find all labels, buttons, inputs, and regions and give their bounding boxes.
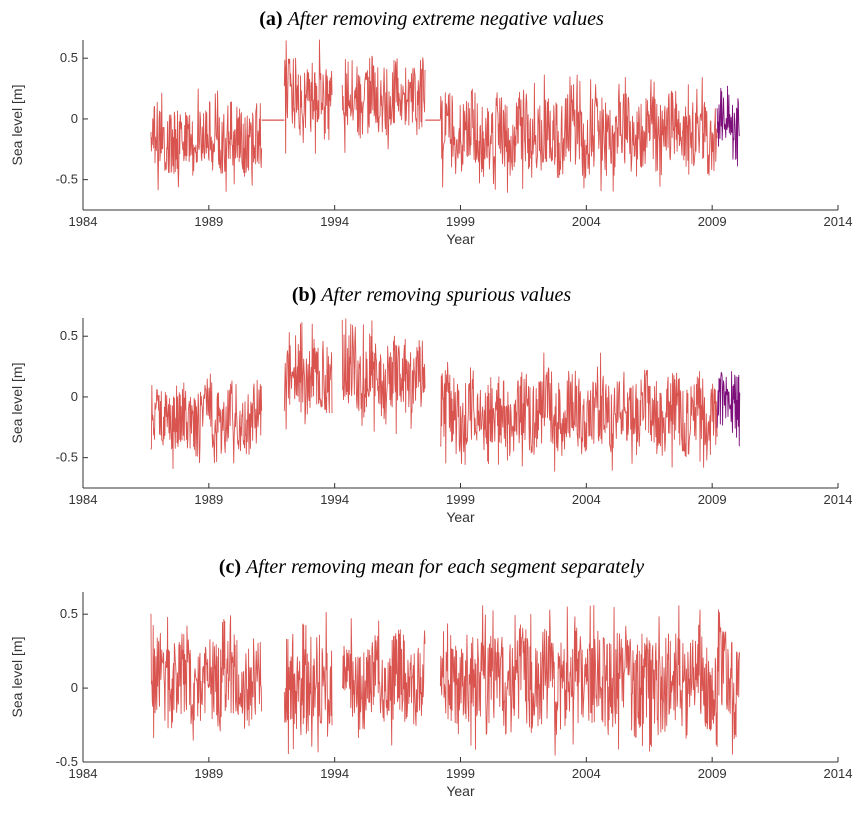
x-tick-label: 1994 <box>320 214 349 229</box>
y-tick-label: 0 <box>71 389 78 404</box>
x-tick-label: 2009 <box>698 492 727 507</box>
series-segment-2 <box>283 322 333 430</box>
x-tick-label: 1989 <box>194 766 223 781</box>
panel-a-tag: (a) <box>259 8 283 30</box>
x-tick-label: 1984 <box>69 214 98 229</box>
panel-a: (a) After removing extreme negative valu… <box>0 0 863 272</box>
x-tick-label: 1999 <box>446 492 475 507</box>
series-segment-1 <box>150 373 263 469</box>
x-tick-label: 2014 <box>824 214 853 229</box>
panel-b: (b) After removing spurious values 1984 1… <box>0 272 863 544</box>
y-tick-label: 0 <box>71 680 78 695</box>
x-tick-label: 2004 <box>572 492 601 507</box>
series-segment-2 <box>283 611 333 755</box>
y-tick-label: -0.5 <box>56 754 78 769</box>
panel-c-title-text: After removing mean for each segment sep… <box>246 556 645 578</box>
x-tick-label: 1999 <box>446 214 475 229</box>
y-tick-label: 0.5 <box>60 328 78 343</box>
panel-c: (c) After removing mean for each segment… <box>0 544 863 816</box>
x-tick-label: 2004 <box>572 214 601 229</box>
series-segment-1 <box>150 613 263 741</box>
y-axis-label: Sea level [m] <box>9 637 25 718</box>
x-tick-label: 2014 <box>824 766 853 781</box>
x-tick-label: 2014 <box>824 492 853 507</box>
y-tick-label: -0.5 <box>56 172 78 187</box>
x-axis-label: Year <box>446 783 475 799</box>
x-tick-label: 1994 <box>320 766 349 781</box>
series-segment-1 <box>150 88 263 192</box>
series-segment-4 <box>341 55 426 153</box>
x-tick-label: 1999 <box>446 766 475 781</box>
panel-c-tag: (c) <box>218 556 242 578</box>
y-tick-label: -0.5 <box>56 450 78 465</box>
x-axis-label: Year <box>446 231 475 247</box>
series-segment-4 <box>439 352 718 472</box>
panel-b-tag: (b) <box>291 284 317 306</box>
x-tick-label: 1989 <box>194 492 223 507</box>
y-axis-label: Sea level [m] <box>9 363 25 444</box>
x-tick-label: 1989 <box>194 214 223 229</box>
x-tick-label: 2009 <box>698 766 727 781</box>
x-tick-label: 1984 <box>69 492 98 507</box>
chart-c: 1984 1989 1994 1999 2004 2009 2014 0.5 0 -0.5 Year… <box>9 592 853 799</box>
series-segment-5 <box>716 371 741 447</box>
series-segment-6 <box>439 74 718 193</box>
x-tick-label: 2004 <box>572 766 601 781</box>
panel-b-title: (b) After removing spurious values <box>0 284 863 307</box>
x-tick-label: 1984 <box>69 766 98 781</box>
x-axis-label: Year <box>446 509 475 525</box>
chart-a: 1984 1989 1994 1999 2004 2009 2014 0.5 0 -0.5 Year… <box>9 39 853 247</box>
x-tick-label: 2009 <box>698 214 727 229</box>
series-segment-3 <box>283 39 333 154</box>
panel-a-title: (a) After removing extreme negative valu… <box>0 8 863 31</box>
x-tick-label: 1994 <box>320 492 349 507</box>
y-tick-label: 0.5 <box>60 606 78 621</box>
series-segment-7 <box>716 85 740 167</box>
y-tick-label: 0.5 <box>60 50 78 65</box>
y-tick-label: 0 <box>71 111 78 126</box>
series-segment-3 <box>341 618 426 746</box>
y-axis-label: Sea level [m] <box>9 85 25 166</box>
panel-c-title: (c) After removing mean for each segment… <box>0 556 863 579</box>
chart-b: 1984 1989 1994 1999 2004 2009 2014 0.5 0 -0.5 Year… <box>9 318 853 525</box>
panel-a-title-text: After removing extreme negative values <box>287 8 604 30</box>
series-segment-3 <box>341 318 426 435</box>
series-segment-4 <box>439 605 741 756</box>
panel-b-title-text: After removing spurious values <box>321 284 572 306</box>
